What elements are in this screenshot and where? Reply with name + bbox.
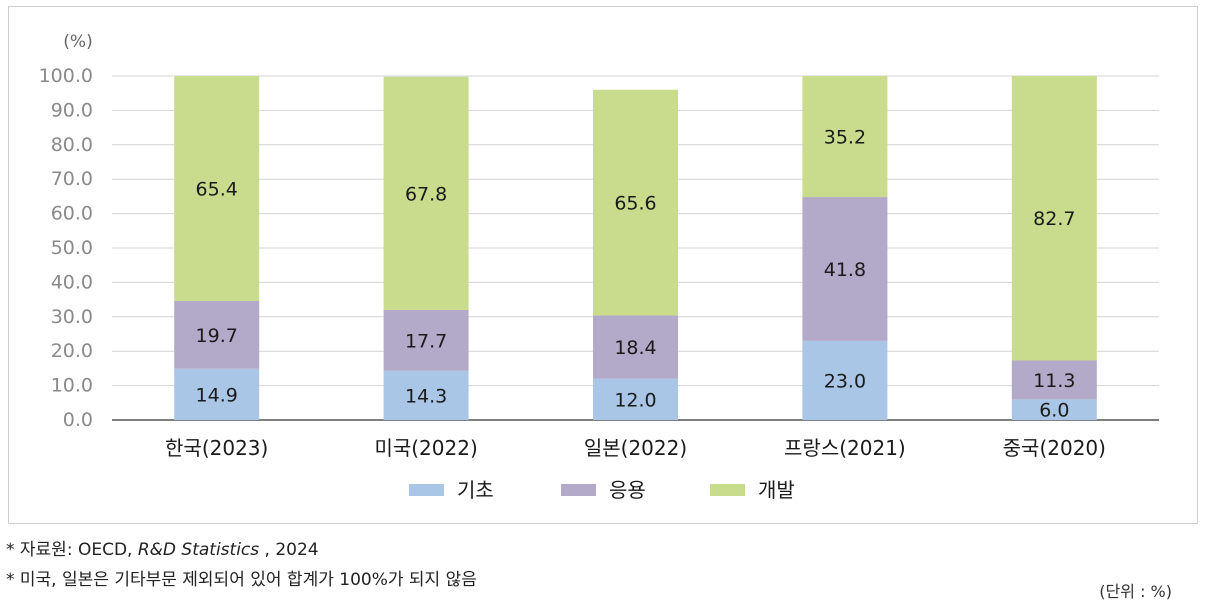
bar-segment bbox=[802, 340, 888, 420]
data-label: 23.0 bbox=[824, 370, 866, 392]
bar-segment bbox=[174, 76, 260, 301]
source-prefix: * 자료원: OECD, bbox=[6, 540, 138, 560]
y-tick-label: 100.0 bbox=[39, 65, 93, 87]
bar-segment bbox=[383, 370, 469, 420]
bar-segment bbox=[174, 300, 260, 369]
legend-swatch bbox=[710, 484, 745, 496]
legend-swatch bbox=[409, 484, 444, 496]
data-label: 41.8 bbox=[824, 259, 866, 281]
data-label: 6.0 bbox=[1039, 400, 1069, 422]
data-label: 14.3 bbox=[405, 385, 447, 407]
legend-swatch bbox=[561, 484, 596, 496]
y-axis-ticks: 0.0 10.0 20.0 30.0 40.0 50.0 60.0 70.0 80.0 90.0 1… bbox=[39, 65, 93, 431]
y-tick-label: 70.0 bbox=[51, 168, 93, 190]
y-tick-label: 40.0 bbox=[51, 271, 93, 293]
x-tick-label: 미국(2022) bbox=[374, 436, 477, 460]
data-label: 11.3 bbox=[1033, 370, 1075, 392]
x-tick-label: 한국(2023) bbox=[165, 436, 268, 460]
y-unit-label: (%) bbox=[63, 32, 92, 52]
data-label: 19.7 bbox=[196, 325, 238, 347]
source-title: R&D Statistics bbox=[137, 540, 260, 560]
x-tick-label: 중국(2020) bbox=[1003, 436, 1106, 460]
bar-segment bbox=[1011, 399, 1097, 420]
data-label: 82.7 bbox=[1033, 208, 1075, 230]
x-tick-label: 프랑스(2021) bbox=[784, 436, 906, 460]
chart-frame: 0.0 10.0 20.0 30.0 40.0 50.0 60.0 70.0 80.0 90.0 1… bbox=[8, 6, 1198, 524]
legend-label: 응용 bbox=[609, 478, 646, 502]
y-tick-label: 30.0 bbox=[51, 306, 93, 328]
legend-label: 기초 bbox=[457, 478, 494, 502]
stacked-bar-chart: 0.0 10.0 20.0 30.0 40.0 50.0 60.0 70.0 80.0 90.0 1… bbox=[39, 32, 1159, 502]
bar-segment bbox=[802, 197, 888, 341]
bar-segment bbox=[1011, 76, 1097, 361]
data-label: 65.6 bbox=[614, 193, 656, 215]
legend: 기초 응용 개발 bbox=[409, 478, 795, 502]
data-label: 35.2 bbox=[824, 127, 866, 149]
y-tick-label: 80.0 bbox=[51, 134, 93, 156]
source-footnote: * 자료원: OECD, R&D Statistics , 2024 bbox=[6, 535, 319, 560]
y-tick-label: 90.0 bbox=[51, 99, 93, 121]
data-label: 14.9 bbox=[196, 384, 238, 406]
y-tick-label: 10.0 bbox=[51, 375, 93, 397]
bar-segment bbox=[593, 89, 678, 316]
unit-note: (단위 : %) bbox=[1099, 582, 1172, 601]
y-tick-label: 0.0 bbox=[63, 409, 93, 431]
y-tick-label: 20.0 bbox=[51, 340, 93, 362]
x-axis-ticks: 한국(2023) 미국(2022) 일본(2022) 프랑스(2021) 중국(2020… bbox=[165, 436, 1106, 460]
data-label: 12.0 bbox=[614, 389, 656, 411]
data-label: 17.7 bbox=[405, 330, 447, 352]
y-tick-label: 50.0 bbox=[51, 237, 93, 259]
source-suffix: , 2024 bbox=[259, 540, 319, 560]
bars bbox=[174, 76, 1097, 420]
bar-segment bbox=[593, 315, 678, 379]
data-label: 18.4 bbox=[614, 337, 656, 359]
bar-segment bbox=[174, 368, 260, 420]
legend-label: 개발 bbox=[758, 478, 795, 502]
bar-segment bbox=[802, 76, 888, 198]
bar-segment bbox=[1011, 360, 1097, 400]
data-labels: 14.9 19.7 65.4 14.3 17.7 67.8 12.0 18.4 65.6 23.0… bbox=[196, 127, 1076, 422]
bar-segment bbox=[593, 378, 678, 420]
y-tick-label: 60.0 bbox=[51, 203, 93, 225]
data-label: 67.8 bbox=[405, 183, 447, 205]
exclusion-footnote: * 미국, 일본은 기타부문 제외되어 있어 합계가 100%가 되지 않음 bbox=[6, 570, 477, 590]
x-tick-label: 일본(2022) bbox=[584, 436, 687, 460]
bar-segment bbox=[383, 76, 469, 310]
data-label: 65.4 bbox=[196, 178, 238, 200]
bar-segment bbox=[383, 309, 469, 371]
